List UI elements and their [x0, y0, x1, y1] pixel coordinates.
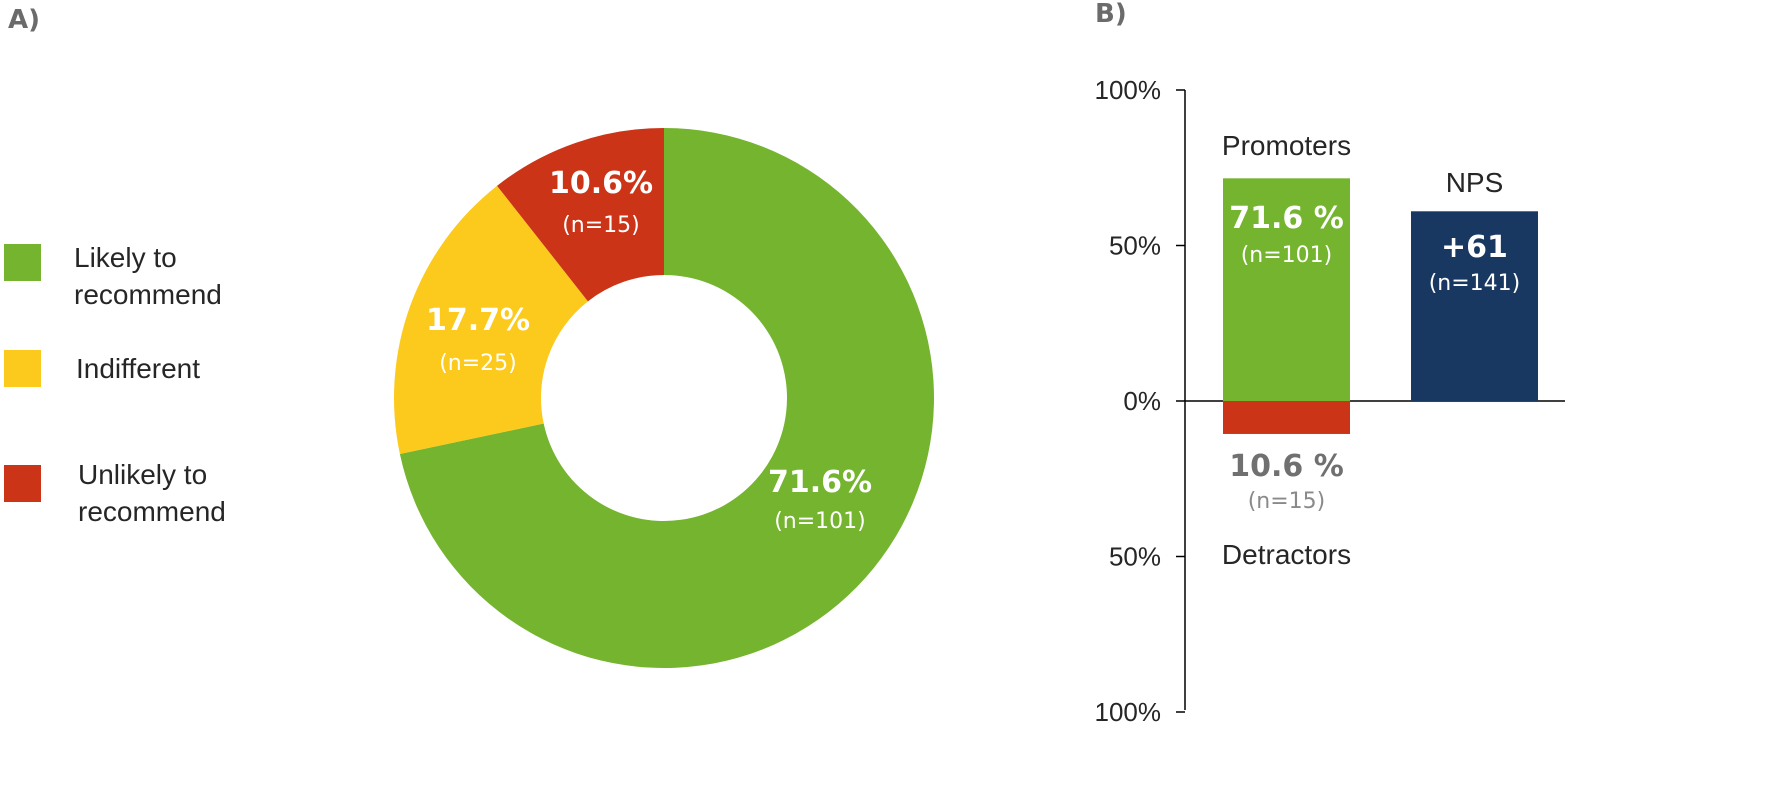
legend-label-likely-line2: recommend — [74, 279, 222, 310]
slice-pct-label-unlikely: 10.6% — [549, 166, 653, 201]
slice-n-label-likely: (n=101) — [774, 509, 866, 534]
slice-pct-label-likely: 71.6% — [768, 465, 872, 500]
category-label-nps: NPS — [1446, 167, 1504, 198]
bar-nps — [1411, 211, 1538, 401]
y-tick-label: 50% — [1109, 542, 1161, 572]
panel-a-label: A) — [8, 5, 40, 35]
legend-label-indifferent: Indifferent — [76, 353, 200, 384]
legend-label-likely-line1: Likely to — [74, 242, 177, 273]
legend-label-unlikely-line2: recommend — [78, 496, 226, 527]
bar-promoters — [1223, 178, 1350, 401]
slice-likely — [399, 128, 934, 668]
legend: Likely to recommend Indifferent Unlikely… — [4, 242, 226, 527]
bar-n-label-detractors: (n=15) — [1248, 489, 1326, 514]
category-label-promoters: Promoters — [1222, 130, 1351, 161]
legend-label-unlikely-line1: Unlikely to — [78, 459, 207, 490]
bar-detractors — [1223, 401, 1350, 434]
legend-swatch-likely — [4, 244, 41, 281]
y-tick-label: 0% — [1123, 386, 1161, 416]
bar-pct-label-nps: +61 — [1441, 230, 1508, 265]
slice-n-label-indifferent: (n=25) — [439, 351, 517, 376]
legend-swatch-unlikely — [4, 465, 41, 502]
slice-indifferent — [394, 185, 588, 455]
category-label-detractors: Detractors — [1222, 539, 1351, 570]
bar-pct-label-promoters: 71.6 % — [1229, 201, 1344, 236]
legend-swatch-indifferent — [4, 350, 41, 387]
bar-pct-label-detractors: 10.6 % — [1229, 449, 1344, 484]
bar-n-label-promoters: (n=101) — [1241, 243, 1333, 268]
y-tick-label: 100% — [1095, 697, 1162, 727]
donut-chart: 71.6% (n=101) 17.7% (n=25) 10.6% (n=15) — [394, 128, 934, 668]
slice-pct-label-indifferent: 17.7% — [426, 303, 530, 338]
panel-b-label: B) — [1095, 0, 1127, 29]
y-tick-label: 50% — [1109, 231, 1161, 261]
slice-unlikely — [497, 128, 664, 302]
nps-bar-chart: 100% 50% 0% 50% 100% Promoters Detractors NPS 71… — [1095, 75, 1565, 727]
slice-n-label-unlikely: (n=15) — [562, 213, 640, 238]
bar-n-label-nps: (n=141) — [1429, 271, 1521, 296]
y-tick-label: 100% — [1095, 75, 1162, 105]
